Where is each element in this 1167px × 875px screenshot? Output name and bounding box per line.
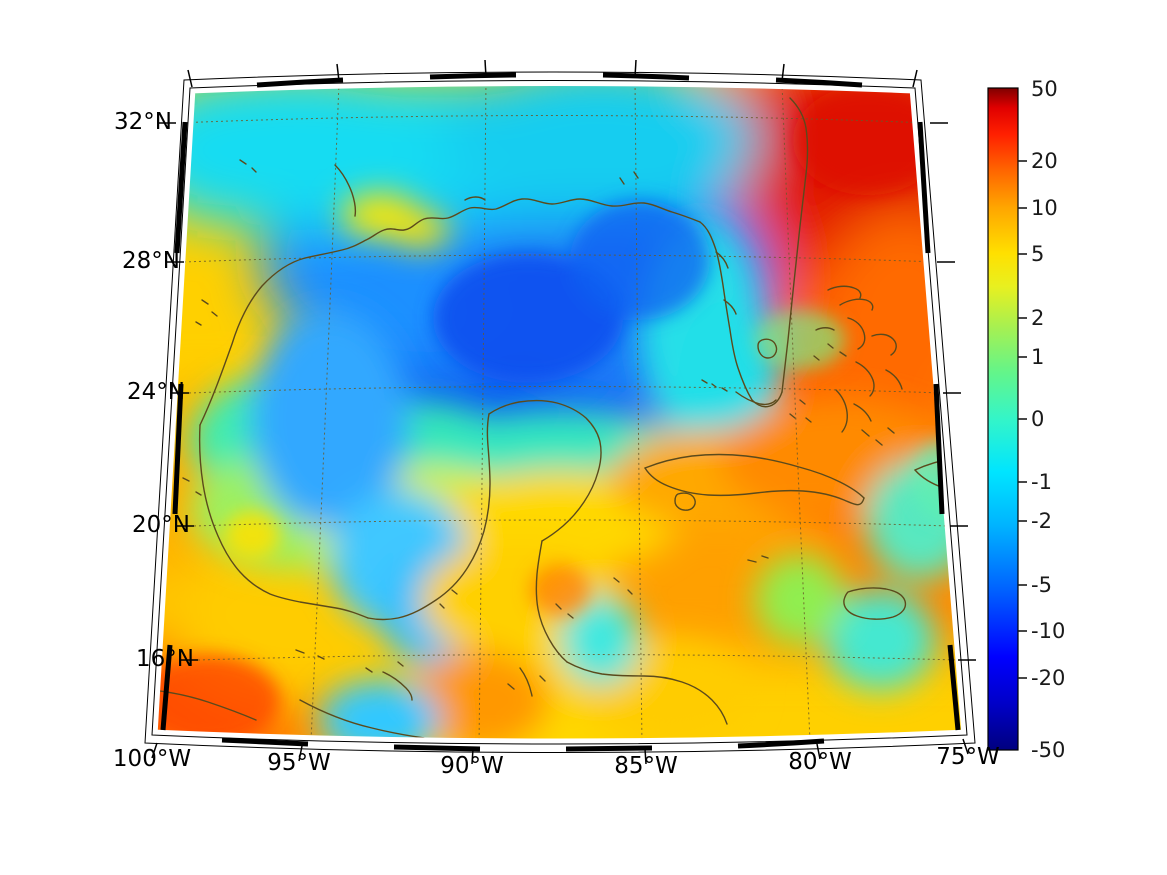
x-tick-label-95w: 95°W [267, 750, 331, 776]
x-tick-label-75w: 75°W [936, 744, 1000, 770]
colorbar[interactable] [987, 87, 1027, 751]
x-tick-label-85w: 85°W [614, 753, 678, 779]
colorbar-label-2: 2 [1031, 306, 1045, 330]
y-tick-marks [158, 122, 198, 661]
colorbar-label-neg20: -20 [1031, 666, 1066, 690]
graticule [175, 80, 959, 744]
map-frame [144, 59, 976, 765]
x-tick-marks-top [187, 59, 918, 88]
y-tick-label-24n: 24°N [127, 379, 185, 405]
colorbar-label-neg2: -2 [1031, 509, 1052, 533]
coastlines [152, 97, 967, 739]
y-tick-label-32n: 32°N [114, 109, 172, 135]
colorbar-label-20: 20 [1031, 149, 1058, 173]
x-tick-label-100w: 100°W [112, 746, 192, 772]
x-tick-label-80w: 80°W [788, 749, 852, 775]
y-tick-label-28n: 28°N [122, 248, 180, 274]
data-field [152, 80, 967, 744]
colorbar-label-neg5: -5 [1031, 573, 1052, 597]
colorbar-label-10: 10 [1031, 196, 1058, 220]
colorbar-label-1: 1 [1031, 345, 1045, 369]
colorbar-gradient [987, 87, 1019, 751]
x-tick-marks [151, 738, 969, 765]
colorbar-label-50: 50 [1031, 77, 1058, 101]
y-tick-label-20n: 20°N [132, 512, 190, 538]
colorbar-label-neg50: -50 [1031, 738, 1066, 762]
colorbar-label-5: 5 [1031, 242, 1045, 266]
colorbar-label-neg10: -10 [1031, 619, 1066, 643]
y-tick-marks-right [930, 122, 976, 661]
colorbar-label-0: 0 [1031, 407, 1045, 431]
x-tick-label-90w: 90°W [440, 753, 504, 779]
y-tick-label-16n: 16°N [136, 646, 194, 672]
colorbar-ticks [1018, 160, 1027, 679]
colorbar-label-neg1: -1 [1031, 470, 1052, 494]
